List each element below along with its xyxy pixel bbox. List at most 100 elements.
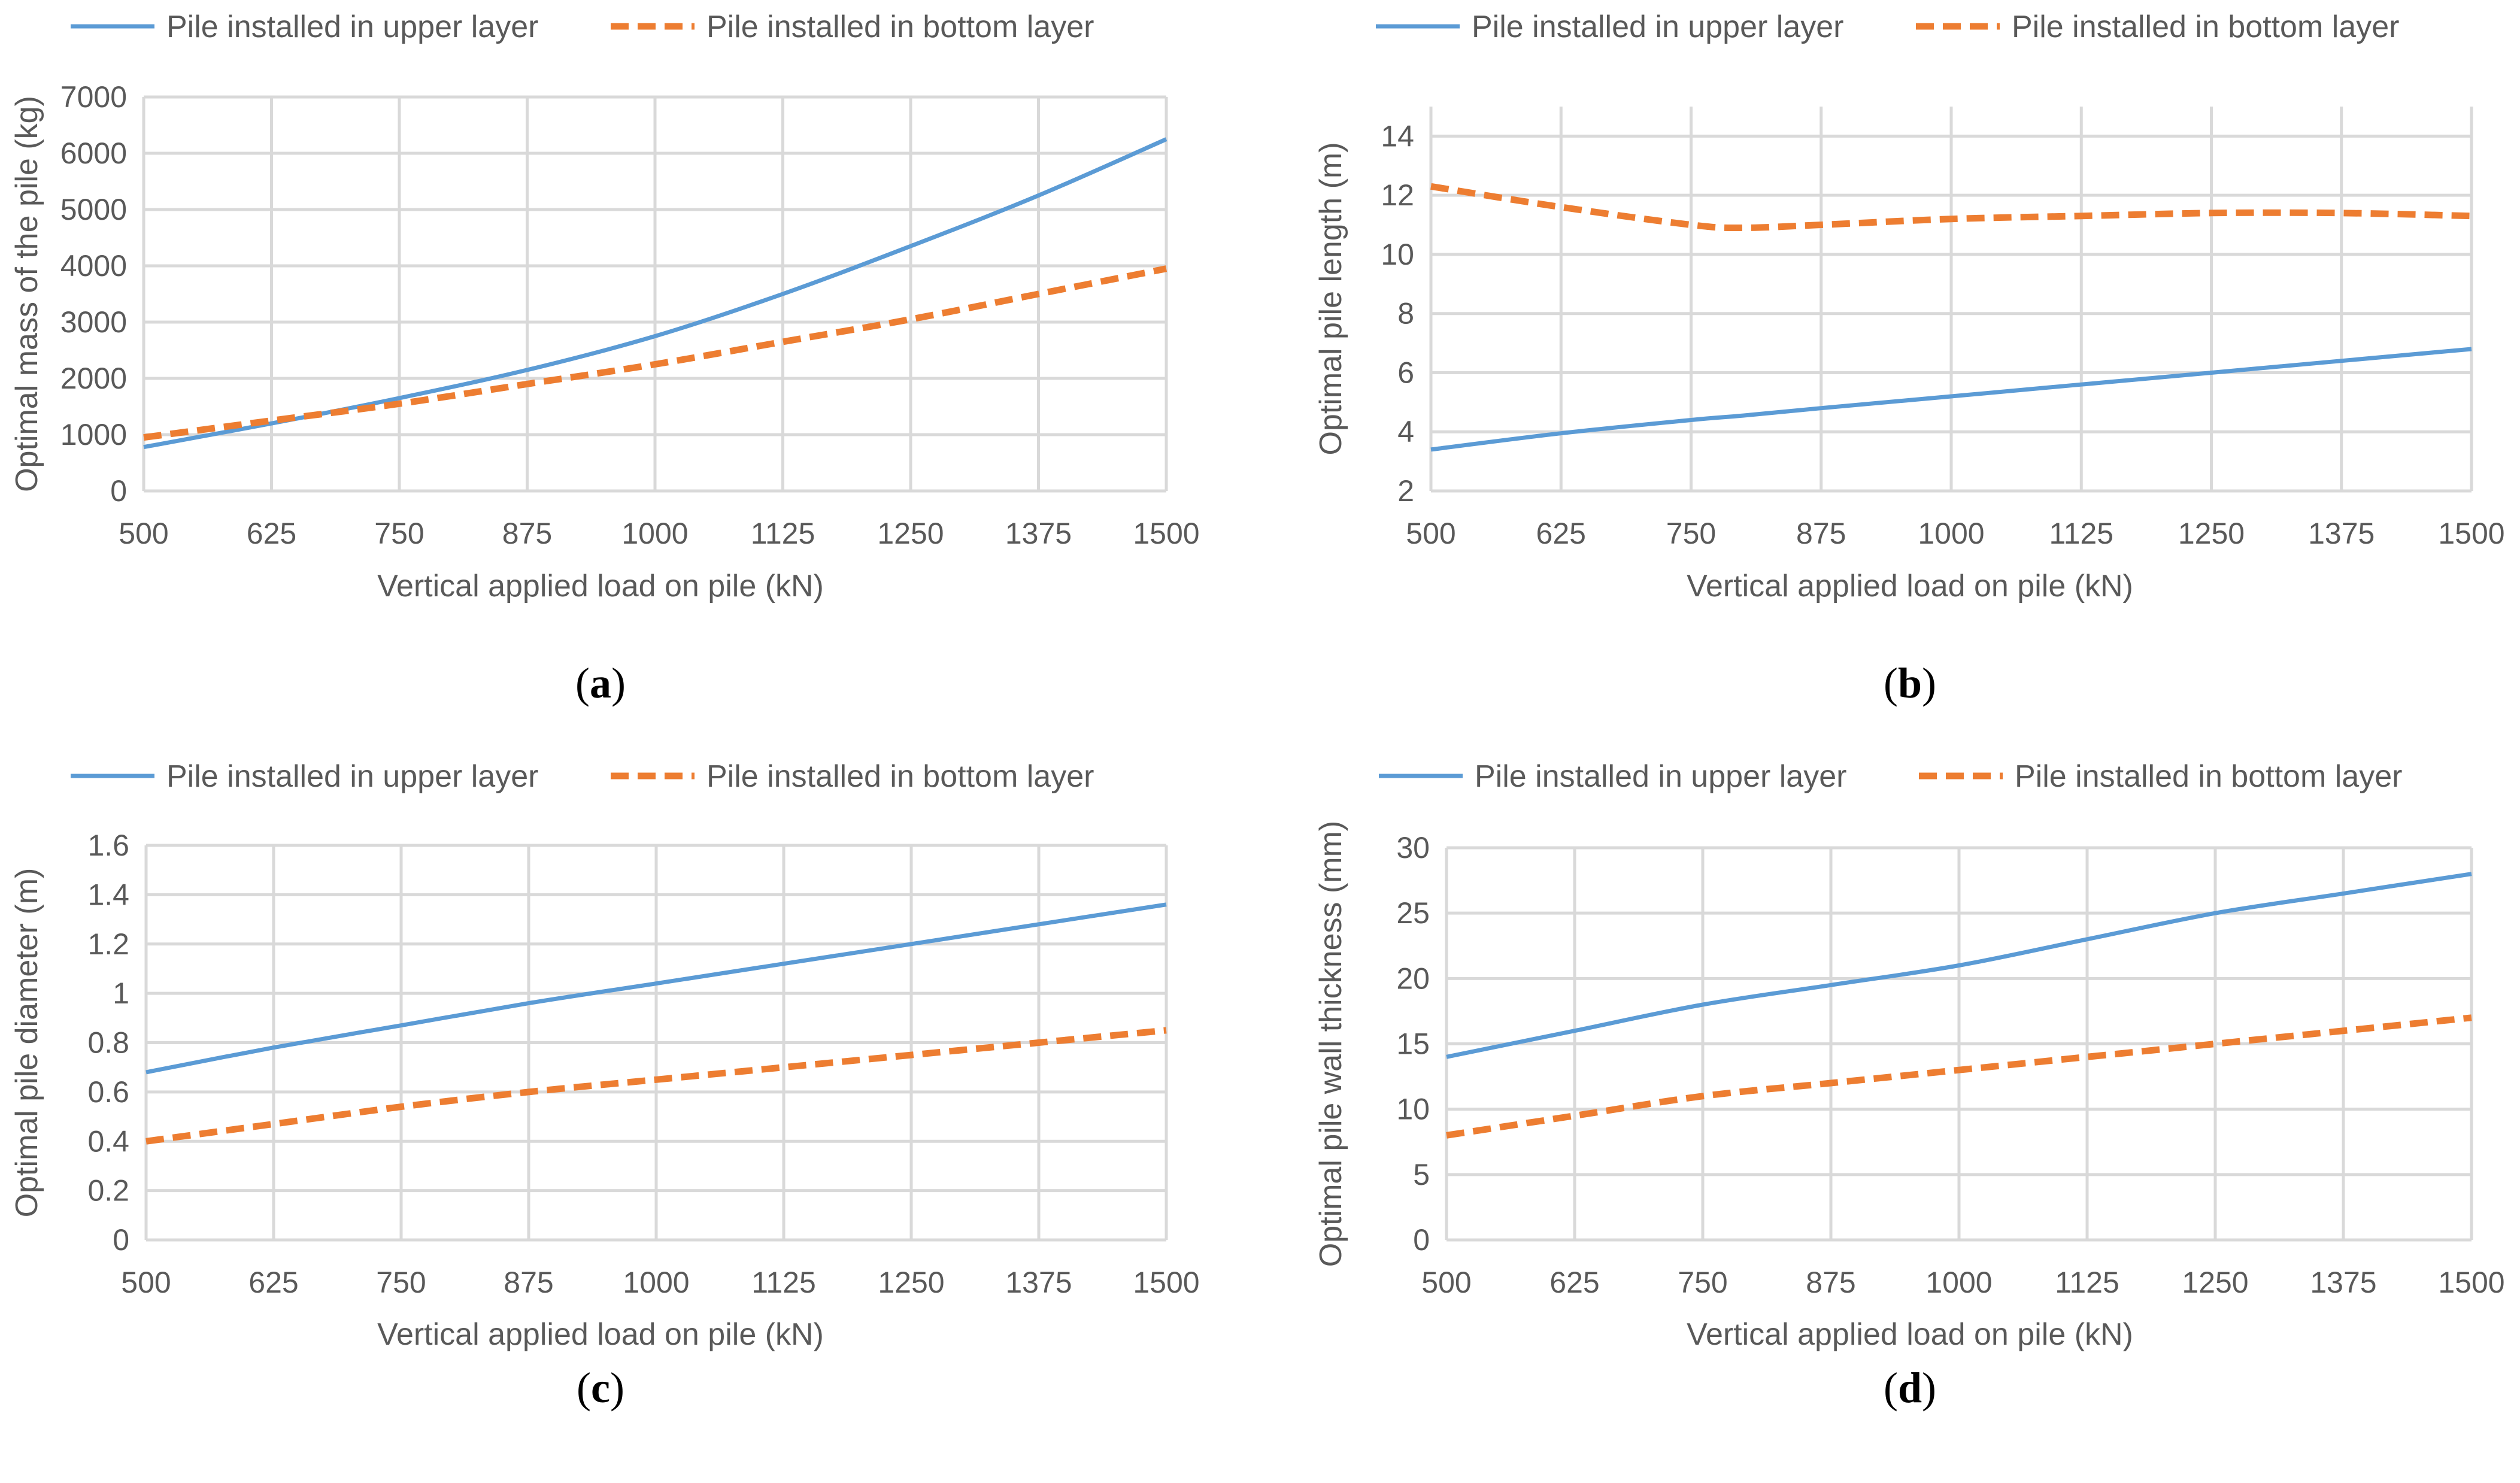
x-tick-label: 625 <box>247 517 296 550</box>
series-line-upper-layer <box>1430 347 2472 452</box>
x-tick-label: 625 <box>1549 1266 1599 1299</box>
y-tick-label: 2 <box>1397 474 1414 508</box>
panel-label: (b) <box>1884 659 1936 707</box>
x-axis-title: Vertical applied load on pile (kN) <box>1687 1317 2133 1352</box>
x-axis-title: Vertical applied load on pile (kN) <box>1687 569 2133 603</box>
panel-label-open: ( <box>1884 1364 1898 1412</box>
x-tick-label: 1375 <box>1005 1266 1072 1299</box>
x-tick-label: 1375 <box>2308 517 2375 550</box>
panel-label-letter: b <box>1898 659 1922 707</box>
x-tick-label: 500 <box>119 517 168 550</box>
y-tick-label: 1 <box>113 976 129 1010</box>
y-axis-title: Optimal pile length (m) <box>1314 142 1348 455</box>
y-tick-label: 3000 <box>60 305 127 339</box>
x-tick-label: 1500 <box>1133 517 1199 550</box>
x-tick-label: 1250 <box>877 517 944 550</box>
y-tick-label: 7000 <box>60 80 127 114</box>
x-axis-title: Vertical applied load on pile (kN) <box>377 1317 824 1352</box>
y-tick-label: 8 <box>1397 297 1414 330</box>
series-line-bottom-layer <box>1430 183 2472 232</box>
panel-label-open: ( <box>577 1364 591 1412</box>
x-axis-title: Vertical applied load on pile (kN) <box>377 569 824 603</box>
y-tick-label: 12 <box>1381 178 1414 212</box>
x-tick-label: 750 <box>1666 517 1716 550</box>
x-tick-label: 625 <box>1536 517 1586 550</box>
y-tick-label: 10 <box>1381 238 1414 271</box>
x-tick-label: 875 <box>502 517 552 550</box>
y-tick-label: 5 <box>1413 1158 1430 1191</box>
x-tick-label: 1125 <box>751 517 815 550</box>
y-tick-label: 15 <box>1396 1027 1430 1061</box>
x-tick-label: 1500 <box>2438 517 2504 550</box>
x-tick-label: 1250 <box>878 1266 944 1299</box>
x-tick-label: 625 <box>248 1266 298 1299</box>
x-tick-label: 750 <box>1678 1266 1727 1299</box>
y-tick-label: 30 <box>1396 831 1430 865</box>
x-tick-label: 875 <box>1796 517 1846 550</box>
y-tick-label: 1.2 <box>87 927 129 961</box>
legend-label: Pile installed in bottom layer <box>2012 10 2399 44</box>
series-line-bottom-layer <box>143 265 1167 441</box>
x-tick-label: 875 <box>1806 1266 1855 1299</box>
legend-label: Pile installed in bottom layer <box>706 10 1094 44</box>
x-tick-label: 1375 <box>2310 1266 2376 1299</box>
series-line-upper-layer <box>1446 872 2472 1059</box>
y-tick-label: 4 <box>1397 415 1414 448</box>
legend-label: Pile installed in upper layer <box>1472 10 1843 44</box>
legend-label: Pile installed in upper layer <box>1475 759 1846 794</box>
x-tick-label: 750 <box>376 1266 426 1299</box>
y-tick-label: 0.8 <box>87 1026 129 1060</box>
series-line-upper-layer <box>145 902 1167 1075</box>
y-tick-label: 0 <box>113 1223 129 1257</box>
chart-panel-b: 2 4 6 8 10 12 14 500 625 750 875 1000 1125 1250 1375 15… <box>1314 10 2505 707</box>
y-tick-label: 20 <box>1396 962 1430 995</box>
x-tick-label: 1375 <box>1005 517 1072 550</box>
y-tick-label: 0.6 <box>87 1075 129 1109</box>
panel-label-close: ) <box>610 1364 624 1412</box>
x-tick-label: 1250 <box>2178 517 2245 550</box>
y-tick-label: 0.2 <box>87 1174 129 1208</box>
y-tick-label: 5000 <box>60 193 127 226</box>
series-line-bottom-layer <box>145 1027 1167 1145</box>
x-tick-label: 875 <box>504 1266 553 1299</box>
y-axis-title: Optimal pile diameter (m) <box>10 868 44 1218</box>
legend-label: Pile installed in upper layer <box>166 10 538 44</box>
y-tick-label: 25 <box>1396 896 1430 930</box>
x-tick-label: 750 <box>374 517 424 550</box>
x-tick-label: 1500 <box>1133 1266 1199 1299</box>
panel-label-close: ) <box>611 659 626 707</box>
legend-label: Pile installed in upper layer <box>166 759 538 794</box>
y-tick-label: 6000 <box>60 137 127 170</box>
y-tick-label: 4000 <box>60 249 127 283</box>
chart-panel-d: 0 5 10 15 20 25 30 500 625 750 875 1000 1125 1250 1375… <box>1314 759 2505 1412</box>
x-tick-label: 1125 <box>2055 1266 2119 1299</box>
y-tick-label: 1.6 <box>87 829 129 862</box>
chart-panel-a: 0 1000 2000 3000 4000 5000 6000 7000 500 625 750 87… <box>10 10 1200 707</box>
y-axis-title: Optimal mass of the pile (kg) <box>10 96 44 492</box>
x-tick-label: 1125 <box>751 1266 816 1299</box>
panel-label-letter: d <box>1898 1364 1922 1412</box>
y-tick-label: 0 <box>1413 1223 1430 1257</box>
x-tick-label: 1250 <box>2182 1266 2248 1299</box>
y-tick-label: 1000 <box>60 418 127 451</box>
y-tick-label: 2000 <box>60 362 127 395</box>
panel-label-open: ( <box>1884 659 1898 707</box>
panel-label-letter: c <box>591 1364 610 1412</box>
series-line-bottom-layer <box>1446 1014 2472 1139</box>
legend-label: Pile installed in bottom layer <box>706 759 1094 794</box>
y-tick-label: 0.4 <box>87 1124 129 1158</box>
y-axis-title: Optimal pile wall thickness (mm) <box>1314 821 1348 1267</box>
panel-label: (a) <box>575 659 626 707</box>
y-tick-label: 14 <box>1381 119 1414 153</box>
x-tick-label: 1000 <box>621 517 688 550</box>
x-tick-label: 500 <box>1421 1266 1471 1299</box>
x-tick-label: 1000 <box>1918 517 1984 550</box>
x-tick-label: 1000 <box>623 1266 689 1299</box>
panel-label-letter: a <box>590 659 611 707</box>
y-tick-label: 6 <box>1397 356 1414 389</box>
x-tick-label: 1125 <box>2049 517 2113 550</box>
y-tick-label: 1.4 <box>87 878 129 911</box>
panel-label: (c) <box>577 1364 624 1412</box>
x-tick-label: 1500 <box>2438 1266 2504 1299</box>
